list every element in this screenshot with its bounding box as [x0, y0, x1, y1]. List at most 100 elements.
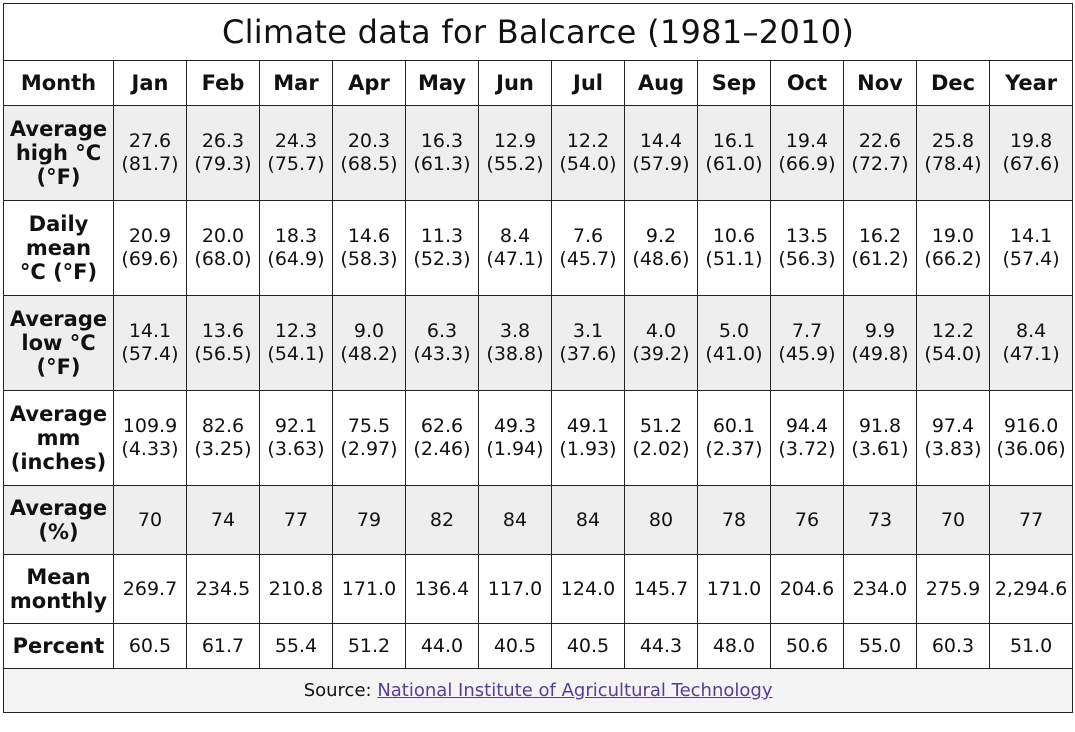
table-cell: 13.6 (56.5): [186, 295, 260, 391]
table-cell: 3.1 (37.6): [551, 295, 625, 391]
cell-secondary-value: (41.0): [705, 343, 763, 365]
row-label-line: Average: [9, 402, 108, 426]
cell-primary-value: 20.0: [201, 225, 245, 247]
row-label-line: high °C: [15, 141, 102, 165]
cell-primary-value: 7.7: [791, 320, 823, 342]
climate-table: Climate data for Balcarce (1981–2010) Mo…: [2, 3, 1074, 713]
cell-primary-value: 12.3: [274, 320, 318, 342]
month-header-year: Year: [988, 60, 1074, 106]
table-cell: 171.0: [697, 554, 771, 624]
source-link[interactable]: National Institute of Agricultural Techn…: [377, 680, 773, 701]
row-label-line: (°F): [36, 355, 81, 379]
cell-primary-value: 16.3: [420, 130, 464, 152]
cell-secondary-value: (54.1): [267, 343, 325, 365]
table-cell: 13.5 (56.3): [770, 200, 844, 296]
cell-primary-value: 8.4: [499, 225, 531, 247]
cell-secondary-value: (66.2): [924, 248, 982, 270]
cell-primary-value: 19.8: [1009, 130, 1053, 152]
cell-secondary-value: (48.2): [340, 343, 398, 365]
cell-secondary-value: (75.7): [267, 153, 325, 175]
table-cell: 48.0: [697, 623, 771, 669]
row-label-line: (%): [38, 520, 79, 544]
row-label-line: (inches): [10, 450, 107, 474]
cell-primary-value: 16.1: [712, 130, 756, 152]
table-cell: 269.7: [113, 554, 187, 624]
cell-secondary-value: (51.1): [705, 248, 763, 270]
table-cell: 91.8 (3.61): [843, 390, 917, 486]
cell-primary-value: 3.8: [499, 320, 531, 342]
row-label-line: mean: [25, 236, 92, 260]
table-cell: 16.3 (61.3): [405, 105, 479, 201]
table-cell: 94.4 (3.72): [770, 390, 844, 486]
cell-primary-value: 97.4: [931, 415, 975, 437]
cell-primary-value: 14.1: [1009, 225, 1053, 247]
table-cell: 82: [405, 485, 479, 555]
cell-primary-value: 13.5: [785, 225, 829, 247]
cell-secondary-value: (37.6): [559, 343, 617, 365]
row-label: Average (%): [3, 485, 114, 555]
table-cell: 109.9 (4.33): [113, 390, 187, 486]
table-cell: 76: [770, 485, 844, 555]
cell-secondary-value: (1.93): [559, 438, 617, 460]
row-label-line: Average: [9, 496, 108, 520]
month-header-jan: Jan: [113, 60, 187, 106]
cell-primary-value: 94.4: [785, 415, 829, 437]
cell-secondary-value: (61.3): [413, 153, 471, 175]
cell-primary-value: 12.9: [493, 130, 537, 152]
cell-secondary-value: (3.83): [924, 438, 982, 460]
table-cell: 171.0: [332, 554, 406, 624]
cell-primary-value: 92.1: [274, 415, 318, 437]
cell-secondary-value: (57.4): [121, 343, 179, 365]
cell-secondary-value: (3.25): [194, 438, 252, 460]
table-cell: 40.5: [551, 623, 625, 669]
cell-secondary-value: (3.63): [267, 438, 325, 460]
row-label-line: °C (°F): [19, 260, 98, 284]
table-cell: 2,294.6: [988, 554, 1074, 624]
table-cell: 84: [551, 485, 625, 555]
table-cell: 234.0: [843, 554, 917, 624]
cell-secondary-value: (47.1): [486, 248, 544, 270]
cell-primary-value: 9.2: [645, 225, 677, 247]
table-cell: 14.4 (57.9): [624, 105, 698, 201]
row-label-line: Average: [9, 117, 108, 141]
row-label: Daily mean °C (°F): [3, 200, 114, 296]
row-label: Average mm (inches): [3, 390, 114, 486]
cell-secondary-value: (57.9): [632, 153, 690, 175]
cell-primary-value: 5.0: [718, 320, 750, 342]
cell-primary-value: 25.8: [931, 130, 975, 152]
table-cell: 22.6 (72.7): [843, 105, 917, 201]
cell-secondary-value: (57.4): [1002, 248, 1060, 270]
table-cell: 51.2 (2.02): [624, 390, 698, 486]
cell-secondary-value: (3.72): [778, 438, 836, 460]
cell-primary-value: 19.4: [785, 130, 829, 152]
cell-primary-value: 11.3: [420, 225, 464, 247]
table-cell: 44.0: [405, 623, 479, 669]
cell-primary-value: 14.4: [639, 130, 683, 152]
row-label-line: Average: [9, 307, 108, 331]
table-cell: 10.6 (51.1): [697, 200, 771, 296]
table-cell: 70: [113, 485, 187, 555]
table-cell: 50.6: [770, 623, 844, 669]
cell-primary-value: 4.0: [645, 320, 677, 342]
cell-primary-value: 26.3: [201, 130, 245, 152]
table-cell: 62.6 (2.46): [405, 390, 479, 486]
table-row-percent: Percent 60.5 61.7 55.4 51.2 44.0 40.5 40.5 44.3 4…: [3, 623, 1074, 669]
cell-primary-value: 27.6: [128, 130, 172, 152]
table-row-average-low: Average low °C (°F) 14.1 (57.4) 13.6 (56.5) 12.…: [3, 295, 1074, 391]
cell-primary-value: 60.1: [712, 415, 756, 437]
cell-secondary-value: (56.3): [778, 248, 836, 270]
table-cell: 19.8 (67.6): [988, 105, 1074, 201]
cell-secondary-value: (1.94): [486, 438, 544, 460]
cell-primary-value: 91.8: [858, 415, 902, 437]
table-title: Climate data for Balcarce (1981–2010): [2, 3, 1074, 61]
source-prefix: Source:: [303, 680, 378, 701]
table-cell: 77: [988, 485, 1074, 555]
table-cell: 210.8: [259, 554, 333, 624]
cell-secondary-value: (56.5): [194, 343, 252, 365]
table-cell: 40.5: [478, 623, 552, 669]
cell-primary-value: 24.3: [274, 130, 318, 152]
cell-primary-value: 7.6: [572, 225, 604, 247]
table-cell: 234.5: [186, 554, 260, 624]
table-cell: 8.4 (47.1): [988, 295, 1074, 391]
month-header-aug: Aug: [624, 60, 698, 106]
